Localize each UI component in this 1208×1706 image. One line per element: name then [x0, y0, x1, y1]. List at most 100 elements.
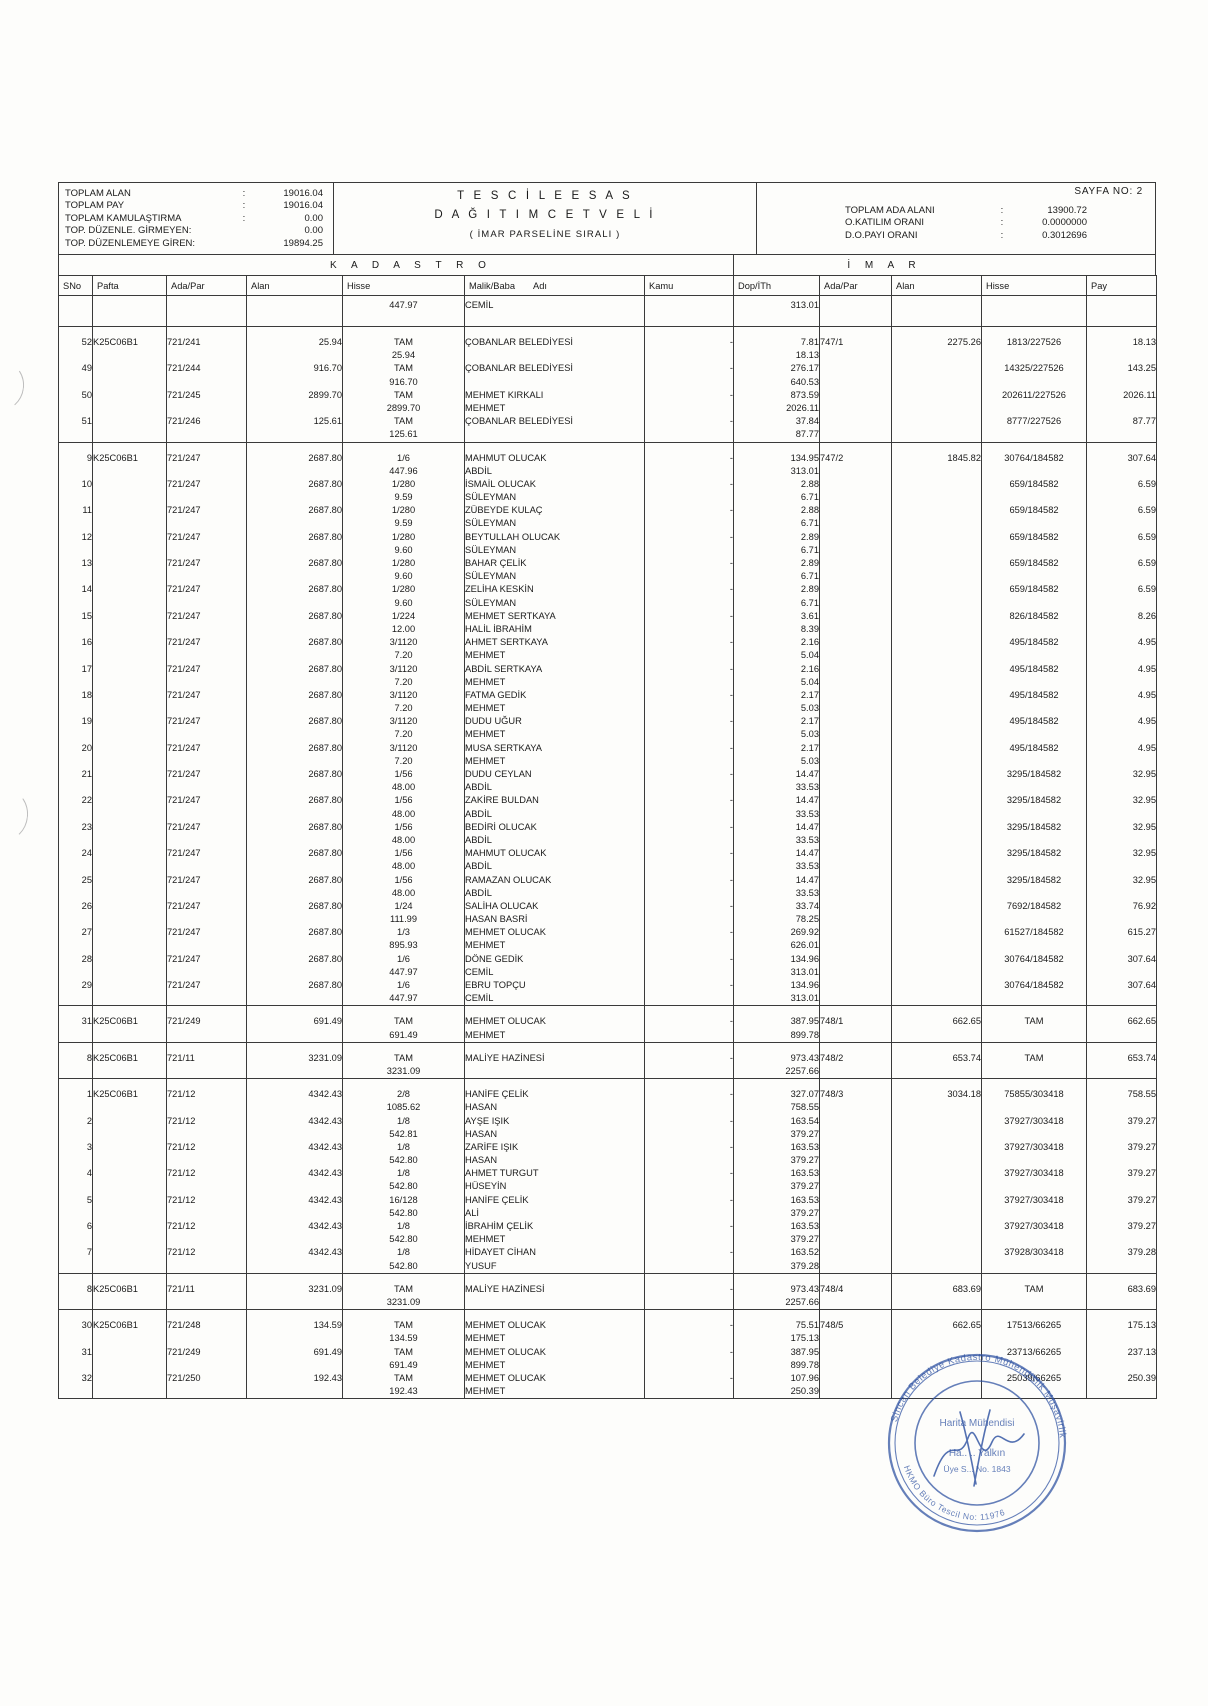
cell-kamu: - [644, 1282, 734, 1310]
cell-ada-par: 721/247 [166, 557, 247, 584]
cell-hisse: TAM 192.43 [342, 1371, 465, 1400]
cell-pafta [92, 820, 167, 848]
separator-cell [1086, 1272, 1157, 1283]
cell-imar-ada-par [819, 952, 892, 979]
cell-imar-ada-par [819, 847, 892, 874]
separator-cell [733, 1041, 820, 1052]
cell-imar-hisse: 7692/184582 [981, 899, 1087, 927]
cell-kamu: - [644, 1193, 734, 1220]
cell-alan: 2687.80 [246, 688, 343, 716]
cell-dop-ith: 973.43 2257.66 [733, 1282, 820, 1310]
value: 0.3012696 [1042, 229, 1087, 241]
cell-imar-alan: 3034.18 [891, 1088, 982, 1115]
separator-cell [819, 1078, 892, 1089]
table-row-continuation: 447.97 CEMİL 313.01 [58, 295, 1157, 327]
cell-malik-baba: BEYTULLAH OLUCAK SÜLEYMAN [464, 530, 645, 557]
cell-imar-pay: 250.39 [1086, 1371, 1157, 1400]
cell-imar-hisse: 659/184582 [981, 583, 1087, 610]
cell-sno: 6 [58, 1220, 93, 1247]
cell-imar-ada-par [819, 504, 892, 531]
cell-ada-par: 721/12 [166, 1088, 247, 1115]
colon: : [242, 212, 246, 224]
cell-pafta [92, 794, 167, 821]
cell-hisse: 1/3 895.93 [342, 926, 465, 953]
header-row-toplam-ada-alani: TOPLAM ADA ALANI: 13900.72 [845, 205, 1143, 217]
header-row-toplam-pay: TOPLAM PAY: 19016.04 [65, 200, 333, 212]
header-row-okatilim-orani: O.KATILIM ORANI: 0.0000000 [845, 217, 1143, 229]
separator-cell [342, 326, 465, 336]
separator-cell [58, 1309, 93, 1320]
cell-imar-alan: 2275.26 [891, 336, 982, 363]
cell-hisse: TAM 691.49 [342, 1345, 465, 1372]
cell-imar-pay: 379.27 [1086, 1220, 1157, 1247]
cell-kamu: - [644, 768, 734, 795]
cell-imar-hisse: TAM [981, 1015, 1087, 1043]
col-header-adi: Adı [533, 280, 547, 291]
col-header-imar-ada-par: Ada/Par [819, 275, 892, 296]
cell-imar-hisse: 495/184582 [981, 688, 1087, 716]
cell-imar-hisse: 37927/303418 [981, 1114, 1087, 1141]
separator-cell [733, 326, 820, 336]
cell-pafta: K25C06B1 [92, 1015, 167, 1043]
cell-hisse: 1/280 9.60 [342, 583, 465, 610]
scan-artifact-arc [0, 787, 31, 843]
cell-malik-baba: ZÜBEYDE KULAÇ SÜLEYMAN [464, 504, 645, 531]
cell-ada-par: 721/12 [166, 1167, 247, 1194]
cell-imar-ada-par [819, 899, 892, 927]
cell-hisse: TAM 134.59 [342, 1319, 465, 1346]
separator-cell [981, 441, 1087, 452]
table-row: 32 721/250 192.43 TAM 192.43 MEHMET OLUCAK… [58, 1371, 1157, 1400]
cell-imar-hisse: 17513/66265 [981, 1319, 1087, 1346]
table-row: 25 721/247 2687.80 1/56 48.00 RAMAZAN OLUC… [58, 873, 1157, 900]
table-row: 49 721/244 916.70 TAM 916.70 ÇOBANLAR BELE… [58, 362, 1157, 389]
cell-hisse: TAM 125.61 [342, 415, 465, 442]
cell-imar-pay: 175.13 [1086, 1319, 1157, 1346]
separator-cell [246, 1309, 343, 1320]
cell-imar-pay: 32.95 [1086, 768, 1157, 795]
table-header-row: SNo Pafta Ada/Par Alan Hisse Malik/Baba A… [58, 275, 1157, 296]
cell-alan: 125.61 [246, 415, 343, 442]
cell-imar-alan [891, 847, 982, 874]
cell-dop-ith: 14.47 33.53 [733, 820, 820, 848]
cell-imar-ada-par: 748/2 [819, 1051, 892, 1079]
cell-dop-ith: 163.54 379.27 [733, 1114, 820, 1141]
cell-sno: 12 [58, 530, 93, 557]
cell-dop-ith: 163.53 379.27 [733, 1140, 820, 1168]
cell-hisse: 1/8 542.80 [342, 1140, 465, 1168]
table-row: 50 721/245 2899.70 TAM 2899.70 MEHMET KIRK… [58, 388, 1157, 416]
cell-sno: 26 [58, 899, 93, 927]
cell-ada-par: 721/11 [166, 1282, 247, 1310]
separator-cell [58, 1005, 93, 1016]
cell-kamu: - [644, 1371, 734, 1400]
cell-imar-hisse: 3295/184582 [981, 873, 1087, 900]
cadastral-distribution-table: TOPLAM ALAN: 19016.04 TOPLAM PAY: 19016.04… [58, 182, 1157, 1400]
separator-cell [644, 326, 734, 336]
cell-dop-ith: 973.43 2257.66 [733, 1051, 820, 1079]
cell-malik-baba: DÖNE GEDİK CEMİL [464, 952, 645, 979]
cell-pafta: K25C06B1 [92, 1282, 167, 1310]
cell-kamu: - [644, 899, 734, 927]
separator-cell [166, 1309, 247, 1320]
cell-kamu: - [644, 926, 734, 953]
cell-imar-hisse: 8777/227526 [981, 415, 1087, 442]
table-row: 31 K25C06B1 721/249 691.49 TAM 691.49 MEHM… [58, 1015, 1157, 1043]
label: TOP. DÜZENLEMEYE GİREN: [65, 237, 196, 249]
cell-hisse: 1/56 48.00 [342, 794, 465, 821]
group-label-kadastro: K A D A S T R O [59, 255, 734, 275]
cell-sno: 15 [58, 609, 93, 637]
cell-imar-hisse: 37927/303418 [981, 1167, 1087, 1194]
cell-imar-pay: 379.27 [1086, 1167, 1157, 1194]
separator-cell [166, 326, 247, 336]
separator-cell [166, 1078, 247, 1089]
cell-ada-par: 721/247 [166, 768, 247, 795]
cell-imar-pay: 143.25 [1086, 362, 1157, 389]
cell-imar-alan: 683.69 [891, 1282, 982, 1310]
separator-cell [733, 1309, 820, 1320]
cell-ada-par: 721/247 [166, 451, 247, 478]
cell-imar-ada-par [819, 662, 892, 689]
cell-imar-ada-par [819, 557, 892, 584]
cell-imar-hisse: 495/184582 [981, 662, 1087, 689]
cell-kamu: - [644, 609, 734, 637]
separator-cell [1086, 326, 1157, 336]
cell-ada-par: 721/247 [166, 820, 247, 848]
